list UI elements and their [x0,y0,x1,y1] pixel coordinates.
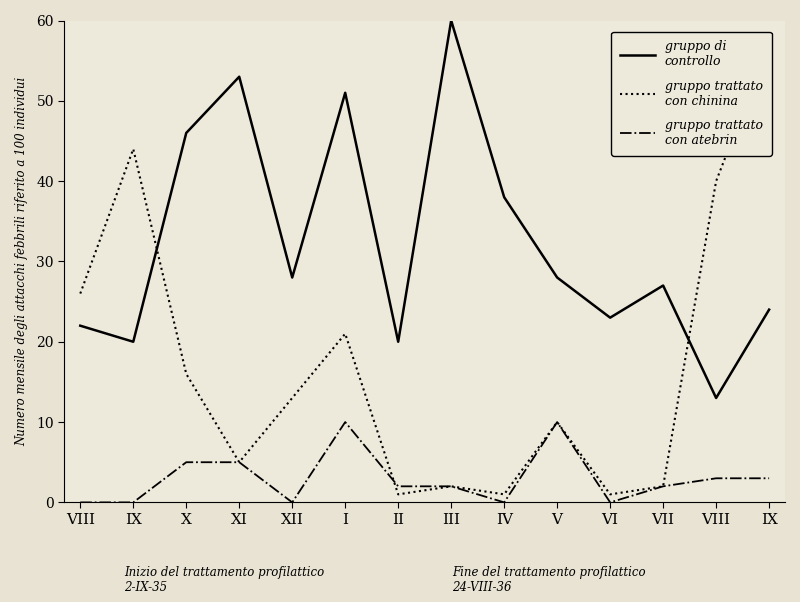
Y-axis label: Numero mensile degli attacchi febbrili riferito a 100 individui: Numero mensile degli attacchi febbrili r… [15,77,28,446]
Text: Fine del trattamento profilattico
24-VIII-36: Fine del trattamento profilattico 24-VII… [452,566,646,594]
Text: Inizio del trattamento profilattico
2-IX-35: Inizio del trattamento profilattico 2-IX… [124,566,324,594]
Legend: gruppo di
controllo, gruppo trattato
con chinina, gruppo trattato
con atebrin: gruppo di controllo, gruppo trattato con… [611,31,771,155]
